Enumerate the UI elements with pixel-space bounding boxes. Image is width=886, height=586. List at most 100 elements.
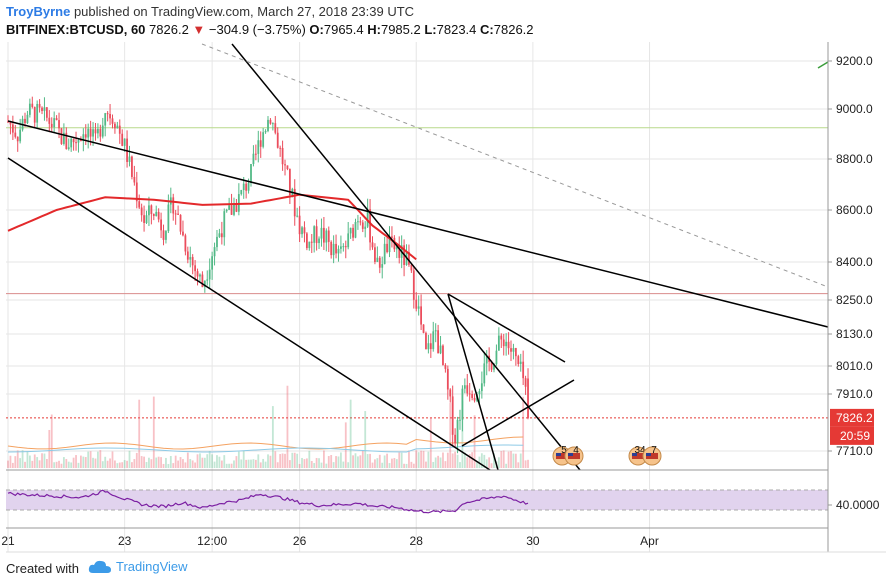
candle-body [140, 207, 143, 216]
flag-stripe [646, 453, 658, 459]
volume-bar [94, 458, 97, 468]
volume-bar [337, 456, 340, 468]
volume-bar [11, 462, 14, 468]
candle-body [155, 211, 158, 216]
ohlc-h: H:7985.2 [367, 22, 421, 37]
volume-bar [461, 400, 464, 468]
candle-body [9, 121, 12, 125]
ohlc-l: L:7823.4 [424, 22, 477, 37]
volume-bar [220, 460, 223, 468]
volume-bar [527, 459, 529, 468]
candle-body [408, 251, 410, 265]
volume-bar [123, 460, 126, 468]
volume-bar [262, 458, 265, 468]
candle-body [500, 335, 503, 340]
candle-body [412, 270, 415, 300]
candle-body [208, 269, 211, 280]
volume-bar [361, 450, 364, 468]
candle-body [48, 117, 51, 124]
candle-body [313, 226, 316, 243]
candle-body [473, 397, 476, 401]
volume-bar [155, 457, 158, 468]
candle-body [318, 238, 320, 244]
volume-bar [143, 456, 145, 468]
candle-body [216, 236, 218, 248]
candle-body [325, 230, 328, 243]
volume-bar [507, 451, 510, 468]
candle-body [364, 226, 367, 229]
candle-body [296, 215, 299, 217]
volume-bar [140, 456, 143, 468]
volume-bar [53, 462, 56, 468]
candle-body [233, 204, 235, 215]
candle-body [257, 140, 260, 154]
candle-body [284, 164, 286, 166]
volume-bar [522, 396, 525, 468]
volume-bar [206, 454, 209, 468]
volume-bar [342, 461, 345, 468]
candle-body [340, 246, 342, 249]
horizontal-levels [6, 127, 828, 419]
tradingview-logo[interactable]: TradingView [88, 559, 188, 574]
volume-bar [62, 457, 65, 468]
volume-bar [442, 452, 444, 468]
candle-body [203, 280, 206, 288]
volume-bar [72, 457, 75, 468]
candle-body [242, 183, 245, 191]
candle-body [451, 396, 454, 435]
flag-canton [632, 453, 637, 456]
candle-body [349, 227, 352, 234]
candle-body [332, 243, 335, 256]
volume-bar [490, 463, 493, 468]
candle-body [11, 124, 14, 133]
volume-bar [444, 461, 447, 468]
candle-body [245, 183, 248, 191]
time-tick-label: 12:00 [197, 534, 227, 548]
down-arrow-icon: ▼ [192, 22, 206, 37]
candle-body [240, 190, 243, 195]
volume-bar [89, 451, 92, 468]
candle-body [262, 132, 265, 147]
volume-bar [369, 453, 371, 468]
candle-body [19, 129, 22, 142]
volume-bar [468, 454, 471, 468]
volume-bar [276, 462, 279, 468]
volume-bar [106, 460, 109, 468]
created-with-text: Created with [6, 561, 79, 576]
trend-line [817, 61, 829, 69]
volume-bar [211, 454, 214, 468]
volume-bar [111, 451, 114, 468]
candle-body [182, 231, 184, 236]
volume-bar [26, 451, 29, 468]
volume-bar [463, 452, 466, 468]
event-badge[interactable]: 7 [642, 445, 662, 466]
candle-body [177, 213, 179, 215]
trend-line [447, 293, 499, 471]
candle-body [45, 107, 48, 118]
volume-bar [301, 457, 303, 468]
volume-bar [357, 456, 359, 468]
candle-body [281, 148, 284, 165]
candle-body [305, 233, 308, 249]
candle-body [28, 103, 31, 115]
time-tick-label: 26 [293, 534, 307, 548]
candle-body [87, 128, 90, 138]
volume-bar [291, 452, 294, 468]
event-badge[interactable]: 4 [564, 445, 584, 466]
volume-bar [400, 452, 403, 468]
price-panel[interactable] [6, 42, 828, 470]
candle-body [517, 356, 520, 364]
volume-bar [92, 457, 94, 468]
volume-bar [281, 453, 284, 468]
flag-stripe [568, 453, 580, 459]
author-name[interactable]: TroyByrne [6, 4, 71, 19]
rsi-tick-label: 40.0000 [836, 498, 880, 512]
volume-bar [235, 456, 238, 468]
volume-bar [252, 459, 255, 468]
volume-bar [439, 457, 442, 468]
candle-body [490, 361, 493, 370]
volume-bar [374, 459, 376, 468]
volume-bar [16, 450, 19, 468]
volume-bar [288, 460, 291, 468]
